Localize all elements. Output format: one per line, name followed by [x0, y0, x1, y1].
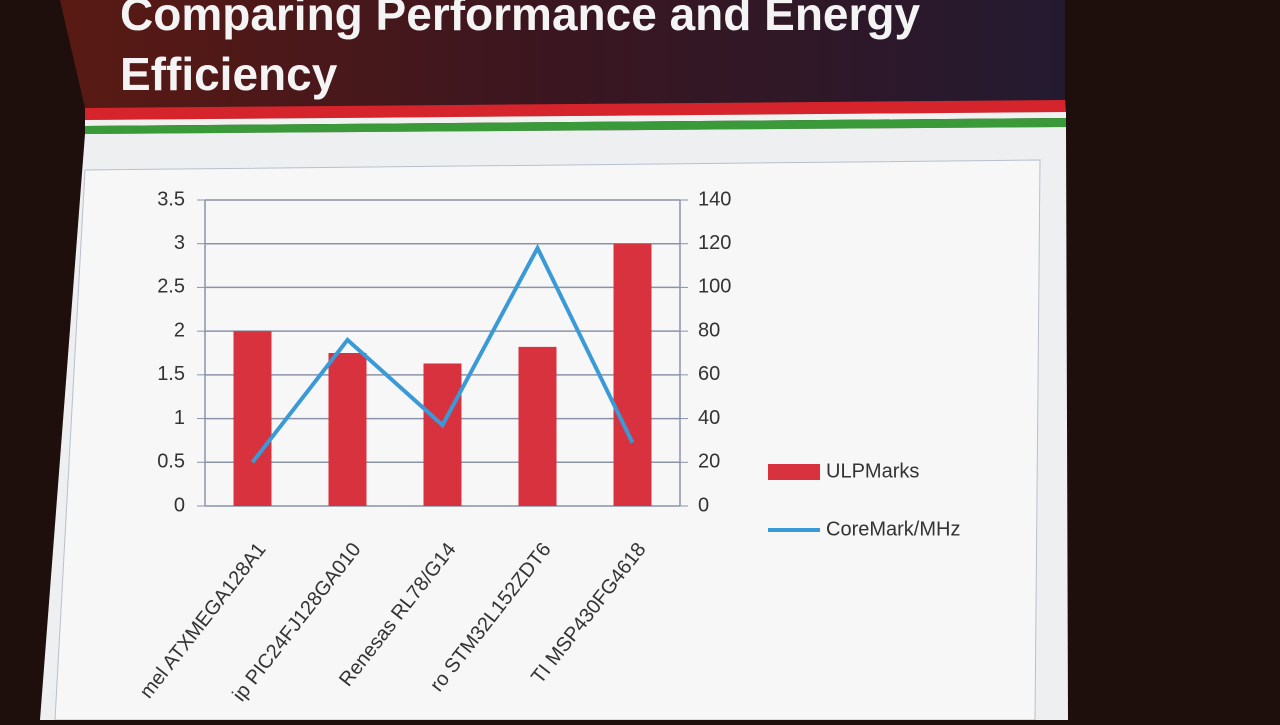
y2-tick-label: 120 — [698, 232, 731, 254]
bar — [423, 363, 462, 506]
green-stripe — [85, 118, 1066, 134]
y-tick-label: 3 — [174, 232, 185, 254]
white-stripe — [85, 112, 1066, 126]
y2-tick-label: 60 — [698, 363, 720, 385]
y2-tick-label: 0 — [698, 494, 709, 516]
bar — [518, 346, 557, 506]
y2-tick-label: 80 — [698, 319, 720, 341]
y2-tick-label: 140 — [698, 188, 731, 210]
legend-label: ULPMarks — [826, 460, 919, 482]
y2-tick-label: 40 — [698, 407, 720, 429]
y-tick-label: 0.5 — [157, 451, 185, 473]
bar — [328, 353, 367, 506]
bar — [613, 243, 652, 506]
bar — [233, 331, 272, 506]
legend-swatch — [768, 464, 820, 480]
line — [250, 243, 635, 464]
y-tick-label: 1.5 — [157, 363, 185, 385]
y-tick-label: 2.5 — [157, 276, 185, 298]
y-tick-label: 3.5 — [157, 188, 185, 210]
y-tick-label: 2 — [174, 319, 185, 341]
y2-tick-label: 100 — [698, 276, 731, 298]
red-stripe — [85, 100, 1066, 120]
y-tick-label: 1 — [174, 407, 185, 429]
slide-title: Comparing Performance and Energy Efficien… — [120, 0, 920, 100]
y-tick-label: 0 — [174, 494, 185, 516]
y2-tick-label: 20 — [698, 451, 720, 473]
slide-header — [60, 0, 1065, 108]
legend-label: CoreMark/MHz — [826, 518, 960, 540]
